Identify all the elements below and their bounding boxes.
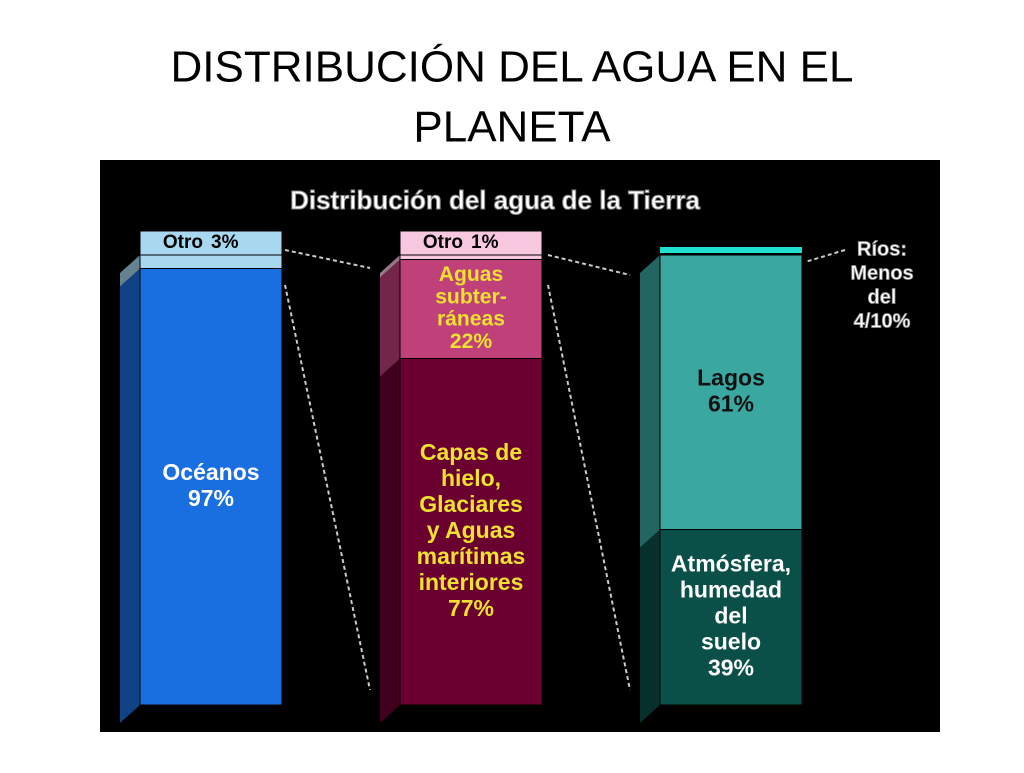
bar-segment [399, 358, 543, 706]
segment-label: Otro [163, 232, 203, 253]
segment-label: suelo [701, 628, 761, 654]
bar-side [120, 268, 140, 723]
segment-label: y Aguas [427, 517, 516, 543]
segment-label: Glaciares [419, 491, 523, 517]
segment-value-label: 77% [448, 595, 494, 621]
arrow [547, 254, 631, 276]
segment-label: Océanos [162, 459, 259, 485]
bar-segment [659, 529, 803, 706]
arrows [284, 249, 846, 691]
segment-label: Atmósfera, [671, 550, 791, 576]
annotation: Ríos: [857, 238, 907, 260]
segment-label: Capas de [420, 439, 522, 465]
bar-side [380, 259, 400, 377]
arrow [547, 284, 631, 691]
segment-label: hielo, [441, 465, 501, 491]
segment-label: marítimas [417, 543, 526, 569]
small-label-box [399, 230, 543, 256]
segment-label: subter- [435, 285, 507, 308]
segment-label: del [714, 602, 747, 628]
bar-side [380, 255, 400, 278]
segment-value-label: 97% [188, 485, 234, 511]
segment-value-label: 22% [450, 330, 492, 353]
slide-title: DISTRIBUCIÓN DEL AGUA EN EL [171, 43, 854, 92]
segment-label: Lagos [697, 364, 765, 390]
bar-side [640, 529, 660, 723]
segment-value-label: 3% [211, 232, 239, 253]
segment-label: interiores [419, 569, 524, 595]
segment-value-label: 61% [708, 390, 754, 416]
arrow [284, 284, 371, 691]
annotation: Menos [850, 262, 913, 284]
annotation: 4/10% [854, 310, 911, 332]
small-label-box [139, 230, 283, 256]
bar-side [380, 358, 400, 723]
segment-label: ráneas [437, 308, 505, 331]
chart-title: Distribución del agua de la Tierra [290, 185, 700, 215]
bar-segment [139, 254, 283, 269]
arrow [284, 249, 371, 269]
segment-label: humedad [680, 576, 782, 602]
bar-segment [399, 254, 543, 260]
segment-label: Otro [423, 232, 463, 253]
segment-label: Aguas [439, 263, 504, 286]
slide-title: PLANETA [413, 103, 611, 152]
bar-segment [139, 268, 283, 706]
bar-side [640, 255, 660, 548]
bar-side [120, 255, 140, 287]
segment-value-label: 1% [471, 232, 499, 253]
segment-value-label: 39% [708, 654, 754, 680]
river-strip [660, 247, 802, 253]
bar-segment [659, 254, 803, 530]
annotation: del [868, 286, 897, 308]
bar-segment [399, 259, 543, 359]
